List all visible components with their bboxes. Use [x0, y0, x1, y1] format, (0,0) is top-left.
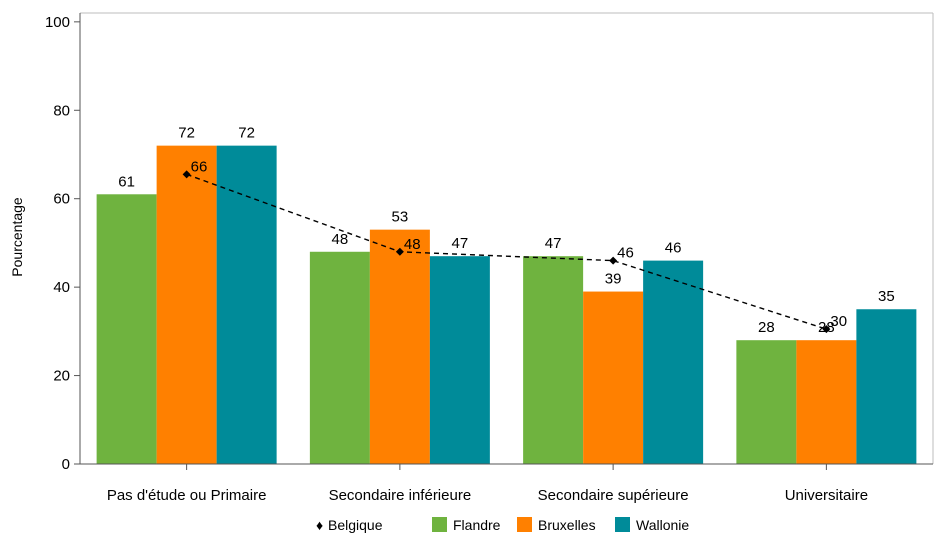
- x-tick-label: Secondaire inférieure: [329, 487, 472, 504]
- legend-item-belgique: ♦ Belgique: [316, 517, 383, 533]
- bar-bruxelles: [796, 340, 857, 464]
- belgique-value-label: 48: [404, 236, 421, 253]
- y-tick-label: 80: [53, 102, 70, 119]
- bar-wallonie: [643, 260, 704, 464]
- belgique-point: [395, 247, 404, 256]
- belgique-value-label: 30: [830, 313, 847, 330]
- bar-value-label: 28: [818, 319, 835, 336]
- x-tick-label: Pas d'étude ou Primaire: [107, 487, 267, 504]
- x-tick-label: Secondaire supérieure: [538, 487, 689, 504]
- bar-value-label: 47: [545, 235, 562, 252]
- belgique-value-label: 46: [617, 245, 634, 262]
- legend-item-bruxelles: Bruxelles: [517, 517, 596, 533]
- y-tick-label: 20: [53, 368, 70, 385]
- bar-wallonie: [429, 256, 490, 464]
- bar-flandre: [309, 251, 370, 464]
- bar-bruxelles: [156, 145, 217, 464]
- legend-marker-belgique: ♦: [316, 517, 323, 533]
- bar-wallonie: [216, 145, 277, 464]
- bar-value-label: 28: [758, 319, 775, 336]
- legend-label-belgique: Belgique: [328, 517, 383, 533]
- value-labels-layer: 61 72 72 48 53 47 47 39 46 28 28 35: [118, 125, 894, 337]
- bar-value-label: 39: [605, 271, 622, 288]
- belgique-point: [182, 170, 191, 179]
- legend-item-flandre: Flandre: [432, 517, 501, 533]
- bar-flandre: [96, 194, 157, 465]
- bar-value-label: 35: [878, 288, 895, 305]
- belgique-point: [609, 256, 618, 265]
- bar-bruxelles: [369, 229, 430, 464]
- bar-flandre: [523, 256, 584, 464]
- legend-label-bruxelles: Bruxelles: [538, 517, 596, 533]
- bar-bruxelles: [583, 291, 644, 464]
- legend-label-flandre: Flandre: [453, 517, 501, 533]
- y-axis-title: Pourcentage: [9, 197, 25, 277]
- y-tick-label: 60: [53, 191, 70, 208]
- belgique-value-label: 66: [191, 158, 208, 175]
- bar-value-label: 48: [332, 231, 349, 248]
- axes-layer: 0 20 40 60 80 100 Pas d'étude ou Primaire Secon…: [45, 12, 934, 504]
- bar-value-label: 72: [178, 125, 195, 142]
- bar-flandre: [736, 340, 797, 464]
- bars-layer: [96, 145, 917, 465]
- y-tick-label: 100: [45, 14, 70, 31]
- bar-value-label: 47: [452, 235, 469, 252]
- legend-label-wallonie: Wallonie: [636, 517, 689, 533]
- legend-swatch-bruxelles: [517, 517, 532, 532]
- bar-value-label: 61: [118, 173, 135, 190]
- bar-wallonie: [856, 309, 917, 464]
- legend: ♦ Belgique Flandre Bruxelles Wallonie: [316, 517, 689, 533]
- x-tick-label: Universitaire: [785, 487, 868, 504]
- legend-item-wallonie: Wallonie: [615, 517, 689, 533]
- belgique-line-layer: 66 48 46 30: [182, 158, 847, 334]
- belgique-line: [186, 173, 827, 330]
- bar-value-label: 72: [238, 125, 255, 142]
- legend-swatch-wallonie: [615, 517, 630, 532]
- y-tick-label: 0: [62, 456, 70, 473]
- bar-value-label: 46: [665, 240, 682, 257]
- legend-swatch-flandre: [432, 517, 447, 532]
- bar-value-label: 53: [392, 209, 409, 226]
- belgique-point: [822, 325, 831, 334]
- y-tick-label: 40: [53, 279, 70, 296]
